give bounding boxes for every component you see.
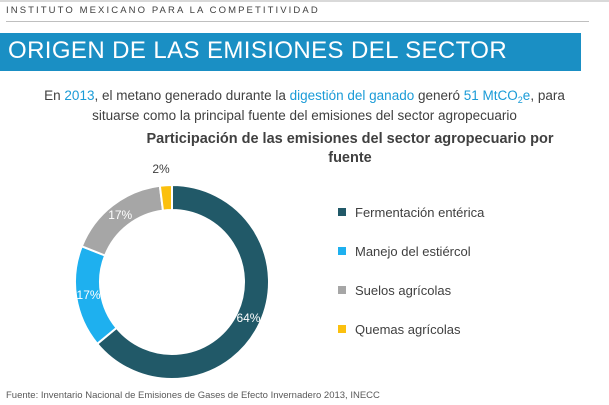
legend-swatch [338, 247, 346, 255]
legend-label: Manejo del estiércol [355, 244, 471, 259]
summary-highlight: digestión del ganado [289, 88, 415, 103]
legend-label: Suelos agrícolas [355, 283, 452, 298]
legend-swatch [338, 286, 346, 294]
summary-part4: , para situarse como la principal fuente… [92, 88, 565, 123]
legend-swatch [338, 208, 346, 216]
legend-label: Fermentación entérica [355, 205, 485, 220]
summary-value: 51 MtCO [463, 88, 518, 103]
legend-swatch [338, 325, 346, 333]
summary-part1: En [44, 88, 65, 103]
data-label-suelos: 17% [108, 208, 132, 222]
legend-item-manejo: Manejo del estiércol [338, 244, 471, 259]
summary-text: En 2013, el metano generado durante la d… [20, 88, 589, 124]
legend-item-fermentacion: Fermentación entérica [338, 205, 484, 220]
summary-part2: , el metano generado durante la [94, 88, 290, 103]
donut-slice-quemas [158, 183, 173, 212]
donut-slice-fermentacion [95, 183, 270, 380]
data-label-manejo: 17% [77, 288, 101, 302]
chart-title: Participación de las emisiones del secto… [146, 131, 554, 166]
slide-title: ORIGEN DE LAS EMISIONES DEL SECTOR [8, 37, 508, 64]
data-label-fermentacion: 64% [236, 311, 260, 325]
legend-item-quemas: Quemas agrícolas [338, 322, 461, 337]
legend-label: Quemas agrícolas [355, 322, 461, 337]
source-note: Fuente: Inventario Nacional de Emisiones… [6, 390, 380, 401]
summary-year: 2013 [64, 88, 95, 103]
data-label-quemas: 2% [152, 162, 170, 176]
summary-value-subscript: 2 [517, 95, 523, 105]
title-banner: ORIGEN DE LAS EMISIONES DEL SECTOR [0, 33, 581, 71]
top-border [0, 0, 609, 2]
legend-item-suelos: Suelos agrícolas [338, 283, 451, 298]
summary-value-suffix: e [522, 88, 531, 103]
summary-part3: generó [414, 88, 464, 103]
donut-chart: 64% 17% 17% 2% [74, 162, 270, 380]
organization-name: INSTITUTO MEXICANO PARA LA COMPETITIVIDA… [6, 5, 320, 16]
header-divider [6, 21, 589, 22]
